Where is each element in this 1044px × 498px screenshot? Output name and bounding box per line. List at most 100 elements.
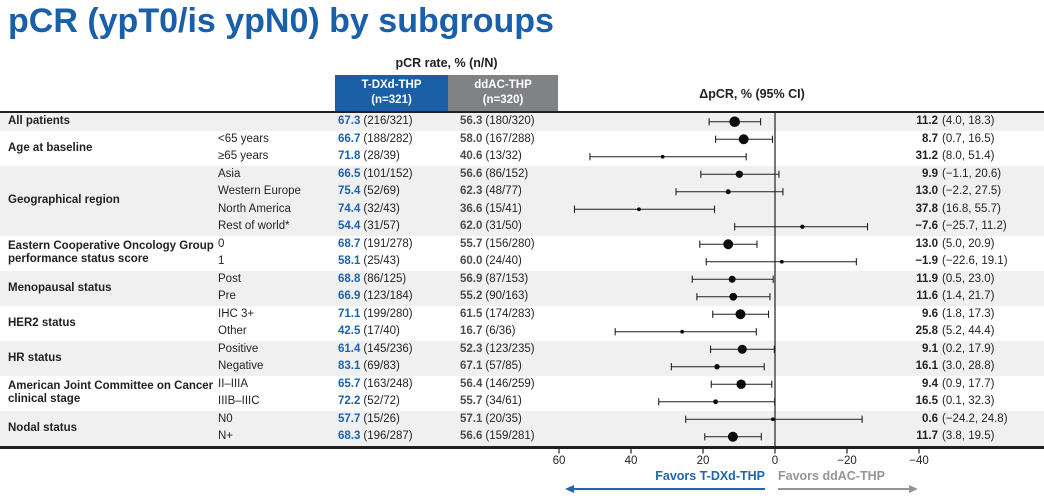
- ddac-pcr-value: 36.6 (15/41): [460, 202, 522, 215]
- subgroup-band: Menopausal status Post 68.8 (86/125) 56.9 (87…: [0, 270, 1044, 306]
- category-label: HR status: [8, 351, 62, 364]
- ddac-pcr-value: 56.9 (87/153): [460, 272, 529, 285]
- subgroup-label: North America: [218, 202, 291, 215]
- table-row: IIIB–IIIC 72.2 (52/72) 55.7 (34/61) 16.5 (0.1,…: [0, 393, 1044, 411]
- favors-ddac-label: Favors ddAC-THP: [778, 469, 885, 483]
- table-row: <65 years 66.7 (188/282) 58.0 (167/288) 8.7 (0…: [0, 131, 1044, 149]
- x-axis-tick: −40: [909, 455, 929, 467]
- subgroup-table: All patients 67.3 (216/321) 56.3 (180/320) 11…: [0, 111, 1044, 449]
- tdxd-pcr-value: 72.2 (52/72): [338, 395, 400, 407]
- subgroup-label: Rest of world*: [218, 220, 290, 232]
- ddac-pcr-value: 62.0 (31/50): [460, 220, 522, 232]
- subgroup-label: IIIB–IIIC: [218, 395, 260, 407]
- delta-pcr-value: 16.1 (3.0, 28.8): [915, 360, 995, 372]
- tdxd-pcr-value: 54.4 (31/57): [338, 220, 400, 232]
- subgroup-label: IHC 3+: [218, 307, 255, 320]
- tdxd-pcr-value: 42.5 (17/40): [338, 325, 400, 337]
- tdxd-pcr-value: 66.7 (188/282): [338, 132, 413, 145]
- tdxd-pcr-value: 58.1 (25/43): [338, 255, 400, 267]
- ddac-pcr-value: 55.7 (34/61): [460, 395, 522, 407]
- table-row: ≥65 years 71.8 (28/39) 40.6 (13/32) 31.2 (8.0,…: [0, 148, 1044, 166]
- delta-pcr-value: 9.1 (0.2, 17.9): [922, 342, 995, 355]
- table-row: 0 68.7 (191/278) 55.7 (156/280) 13.0 (5.0, 20.…: [0, 236, 1044, 254]
- table-row: Asia 66.5 (101/152) 56.6 (86/152) 9.9 (−1.1, 2…: [0, 166, 1044, 184]
- category-label: Age at baseline: [8, 141, 93, 154]
- delta-pcr-value: 31.2 (8.0, 51.4): [915, 150, 995, 162]
- x-axis-tick: 20: [696, 455, 710, 467]
- ddac-pcr-value: 56.3 (180/320): [460, 115, 535, 127]
- table-row: Pre 66.9 (123/184) 55.2 (90/163) 11.6 (1.4, 21…: [0, 288, 1044, 306]
- delta-pcr-value: −7.6 (−25.7, 11.2): [915, 220, 1007, 232]
- tdxd-thp-arm-label: T-DXd-THP: [361, 79, 422, 91]
- category-label: Eastern Cooperative Oncology Group perfo…: [8, 240, 214, 265]
- ddac-pcr-value: 60.0 (24/40): [460, 255, 522, 267]
- subgroup-band: Nodal status N0 57.7 (15/26) 57.1 (20/35) 0.6(…: [0, 410, 1044, 446]
- subgroup-band: Age at baseline <65 years 66.7 (188/282) 58.…: [0, 131, 1044, 166]
- category-label: American Joint Committee on Cancer clini…: [8, 380, 214, 405]
- subgroup-label: Other: [218, 325, 247, 337]
- table-row: North America 74.4 (32/43) 36.6 (15/41) 37.8(…: [0, 201, 1044, 219]
- x-axis-tick: 40: [624, 455, 638, 467]
- subgroup-label: Western Europe: [218, 185, 301, 197]
- subgroup-band: Geographical region Asia 66.5 (101/152) 56.6…: [0, 165, 1044, 236]
- favors-tdxd-label: Favors T-DXd-THP: [655, 469, 765, 483]
- category-label: Menopausal status: [8, 281, 112, 294]
- subgroup-label: ≥65 years: [218, 150, 269, 162]
- tdxd-pcr-value: 68.8 (86/125): [338, 272, 407, 285]
- delta-pcr-value: 11.2 (4.0, 18.3): [916, 115, 995, 127]
- subgroup-label: N0: [218, 412, 233, 425]
- subgroup-band: HR status Positive 61.4 (145/236) 52.3 (123/2…: [0, 340, 1044, 376]
- x-axis-tick: −20: [837, 455, 857, 467]
- category-label: HER2 status: [8, 316, 76, 329]
- ddac-pcr-value: 61.5 (174/283): [460, 307, 535, 320]
- delta-pcr-value: 13.0 (5.0, 20.9): [915, 237, 995, 250]
- ddac-thp-arm-label: ddAC-THP: [474, 79, 532, 91]
- tdxd-pcr-value: 75.4 (52/69): [338, 185, 400, 197]
- subgroup-label: 0: [218, 237, 225, 250]
- category-label: Nodal status: [8, 421, 78, 434]
- ddac-pcr-value: 56.4 (146/259): [460, 377, 535, 390]
- subgroup-label: Positive: [218, 342, 259, 355]
- pcr-rate-column-group-header: pCR rate, % (n/N): [395, 56, 498, 70]
- tdxd-pcr-value: 71.8 (28/39): [338, 150, 400, 162]
- subgroup-label: Negative: [218, 360, 264, 372]
- ddac-pcr-value: 62.3 (48/77): [460, 185, 522, 197]
- subgroup-label: Asia: [218, 167, 241, 180]
- tdxd-pcr-value: 68.7 (191/278): [338, 237, 413, 250]
- x-axis-tick: 60: [552, 455, 566, 467]
- subgroup-label: N+: [218, 430, 234, 442]
- ddac-pcr-value: 52.3 (123/235): [460, 342, 535, 355]
- subgroup-band: American Joint Committee on Cancer clini…: [0, 376, 1044, 411]
- delta-pcr-value: 37.8 (16.8, 55.7): [915, 202, 1001, 215]
- tdxd-thp-column-header: T-DXd-THP (n=321): [335, 75, 448, 111]
- tdxd-pcr-value: 74.4 (32/43): [338, 202, 400, 215]
- subgroup-label: Pre: [218, 290, 236, 302]
- tdxd-pcr-value: 65.7 (163/248): [338, 377, 413, 390]
- page-title: pCR (ypT0/is ypN0) by subgroups: [8, 2, 554, 40]
- table-row: Other 42.5 (17/40) 16.7 (6/36) 25.8 (5.2, 44.4…: [0, 323, 1044, 341]
- delta-pcr-value: 13.0 (−2.2, 27.5): [915, 185, 1002, 197]
- tdxd-pcr-value: 66.9 (123/184): [338, 290, 413, 302]
- table-row: 1 58.1 (25/43) 60.0 (24/40) −1.9 (−22.6, 19.1): [0, 253, 1044, 271]
- delta-pcr-value: 0.6 (−24.2, 24.8): [922, 412, 1008, 425]
- table-row: N0 57.7 (15/26) 57.1 (20/35) 0.6 (−24.2, 24.8): [0, 411, 1044, 429]
- table-row: Western Europe 75.4 (52/69) 62.3 (48/77) 13.0…: [0, 183, 1044, 201]
- tdxd-thp-arm-n: (n=321): [371, 94, 412, 106]
- tdxd-pcr-value: 68.3 (196/287): [338, 430, 413, 442]
- table-row: N+ 68.3 (196/287) 56.6 (159/281) 11.7 (3.8, 19…: [0, 428, 1044, 446]
- delta-pcr-value: 9.9 (−1.1, 20.6): [922, 167, 1002, 180]
- table-row: 67.3 (216/321) 56.3 (180/320) 11.2 (4.0, 18.3…: [0, 113, 1044, 131]
- tdxd-pcr-value: 67.3 (216/321): [338, 115, 413, 127]
- ddac-pcr-value: 56.6 (86/152): [460, 167, 529, 180]
- ddac-pcr-value: 40.6 (13/32): [460, 150, 522, 162]
- tdxd-pcr-value: 61.4 (145/236): [338, 342, 413, 355]
- ddac-pcr-value: 16.7 (6/36): [460, 325, 516, 337]
- delta-pcr-value: 11.7 (3.8, 19.5): [916, 430, 995, 442]
- subgroup-label: <65 years: [218, 132, 269, 145]
- delta-pcr-value: 25.8 (5.2, 44.4): [915, 325, 995, 337]
- ddac-pcr-value: 55.7 (156/280): [460, 237, 535, 250]
- table-row: Post 68.8 (86/125) 56.9 (87/153) 11.9 (0.5, 23…: [0, 271, 1044, 289]
- delta-pcr-value: 11.9 (0.5, 23.0): [916, 272, 995, 285]
- subgroup-band: HER2 status IHC 3+ 71.1 (199/280) 61.5 (174/2…: [0, 306, 1044, 341]
